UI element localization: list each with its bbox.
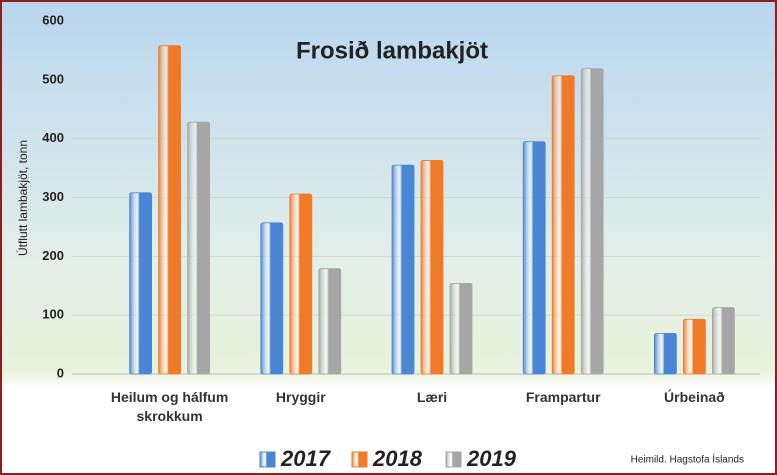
bar (391, 164, 415, 375)
y-tick-label: 300 (42, 189, 64, 204)
chart-title: Frosið lambakjöt (296, 37, 488, 64)
y-axis-label: Útflutt lambakjöt, tonn (15, 140, 30, 256)
x-tick-label: Úrbeinað (664, 389, 725, 405)
legend-label: 2019 (466, 446, 517, 471)
y-tick-label: 100 (42, 307, 64, 322)
y-tick-label: 400 (42, 130, 64, 145)
bar (580, 68, 604, 375)
bar (260, 222, 284, 375)
bar (420, 160, 444, 375)
bar (129, 192, 152, 375)
bar (522, 141, 546, 375)
bar (712, 307, 735, 375)
legend-label: 2017 (280, 446, 332, 471)
x-tick-label: Heilum og hálfum skrokkum (110, 389, 229, 424)
source-note: Heimild. Hagstofa Íslands (631, 453, 744, 466)
legend-swatch (259, 451, 276, 468)
bar (449, 282, 473, 375)
x-tick-label: Læri (416, 389, 448, 405)
bar (158, 45, 182, 375)
x-tick-label: Hryggir (275, 389, 326, 405)
y-tick-label: 600 (42, 12, 64, 27)
y-tick-label: 0 (57, 365, 64, 380)
bar (318, 268, 342, 375)
y-tick-label: 500 (42, 71, 64, 86)
bar (683, 318, 706, 375)
bar (289, 193, 313, 375)
legend-label: 2018 (372, 446, 423, 471)
x-tick-label: Frampartur (525, 389, 601, 405)
legend-swatch (445, 451, 462, 468)
bar (551, 75, 575, 375)
bar (187, 121, 211, 375)
legend-swatch (351, 451, 368, 468)
bar (654, 333, 677, 375)
y-tick-label: 200 (42, 248, 64, 263)
